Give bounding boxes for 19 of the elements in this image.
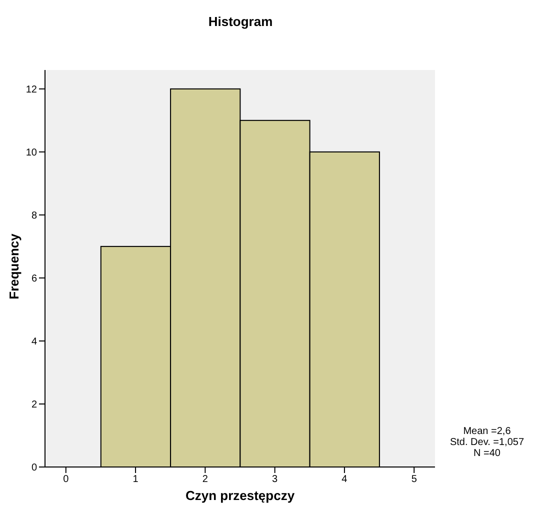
y-tick-label: 4 xyxy=(31,336,38,348)
x-tick-label: 0 xyxy=(63,474,70,486)
x-tick-label: 1 xyxy=(132,474,139,486)
x-tick-label: 2 xyxy=(202,474,208,486)
y-tick-label: 8 xyxy=(31,210,38,222)
chart-title: Histogram xyxy=(207,14,274,29)
y-tick-label: 12 xyxy=(26,84,38,96)
x-axis-title: Czyn przestępczy xyxy=(184,488,296,503)
text: Std. Dev. =1,057 xyxy=(448,437,526,448)
y-axis-title: Frequency xyxy=(6,232,22,302)
y-tick-label: 6 xyxy=(31,274,38,284)
y-tick-label: 2 xyxy=(31,400,38,411)
y-tick-label: 10 xyxy=(26,147,38,158)
text: Mean =2,6 xyxy=(462,426,512,437)
x-tick-label: 3 xyxy=(272,474,278,486)
y-tick-label: 0 xyxy=(31,462,38,474)
x-tick-label: 5 xyxy=(411,474,418,486)
text: N =40 xyxy=(472,448,502,459)
x-tick-label: 4 xyxy=(342,474,348,486)
